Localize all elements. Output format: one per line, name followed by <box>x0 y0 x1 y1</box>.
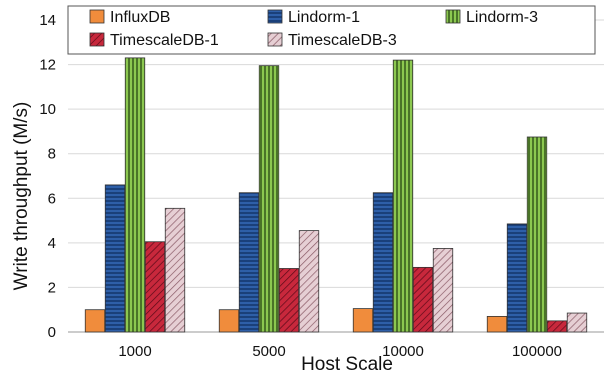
bar-lindorm-1-5000 <box>238 192 260 333</box>
x-tick-label: 1000 <box>118 343 151 360</box>
y-tick-label: 14 <box>39 12 56 29</box>
y-tick-label: 4 <box>48 235 56 252</box>
bar-timescaledb-3-1000 <box>164 207 186 333</box>
legend-label: TimescaleDB-1 <box>110 32 219 49</box>
bar-influxdb-10000 <box>352 308 374 333</box>
y-tick-label: 10 <box>39 101 56 118</box>
legend-label: Lindorm-3 <box>466 9 538 26</box>
legend-label: TimescaleDB-3 <box>288 32 397 49</box>
bar-lindorm-3-10000 <box>392 59 414 333</box>
legend-swatch <box>89 9 105 24</box>
bar-lindorm-3-1000 <box>124 57 146 333</box>
legend: InfluxDB Lindorm-1 Lindorm-3 TimescaleDB-1 T… <box>67 5 596 55</box>
bar-influxdb-100000 <box>486 315 508 333</box>
bar-timescaledb-1-5000 <box>278 268 300 333</box>
legend-swatch <box>267 9 283 24</box>
bar-influxdb-5000 <box>218 309 240 333</box>
legend-swatch <box>267 32 283 47</box>
y-axis-title: Write throughput (M/s) <box>11 102 32 291</box>
bar-timescaledb-1-1000 <box>144 241 166 333</box>
y-tick-label: 6 <box>48 190 56 207</box>
bar-lindorm-1-10000 <box>372 192 394 333</box>
x-tick-labels: 1000 5000 10000 100000 <box>118 343 562 360</box>
legend-label: InfluxDB <box>110 9 170 26</box>
x-tick-label: 5000 <box>252 343 285 360</box>
bar-lindorm-3-100000 <box>526 136 548 333</box>
y-tick-label: 12 <box>39 57 56 74</box>
bar-timescaledb-3-5000 <box>298 230 320 333</box>
bar-timescaledb-1-10000 <box>412 266 434 333</box>
legend-label: Lindorm-1 <box>288 9 360 26</box>
bars <box>84 57 588 333</box>
y-tick-label: 0 <box>48 324 56 341</box>
bar-timescaledb-1-100000 <box>546 320 568 333</box>
legend-swatch <box>89 32 105 47</box>
bar-lindorm-1-100000 <box>506 223 528 333</box>
y-tick-label: 2 <box>48 279 56 296</box>
bar-timescaledb-3-10000 <box>432 248 454 333</box>
x-tick-label: 100000 <box>512 343 562 360</box>
legend-swatch <box>445 9 461 24</box>
bar-influxdb-1000 <box>84 309 106 333</box>
bar-timescaledb-3-100000 <box>566 312 588 333</box>
x-axis-title: Host Scale <box>301 354 393 375</box>
legend-frame <box>67 5 596 55</box>
x-tick-label: 10000 <box>382 343 424 360</box>
y-tick-label: 8 <box>48 146 56 163</box>
bar-lindorm-1-1000 <box>104 184 126 333</box>
y-tick-labels: 0 2 4 6 8 10 12 14 <box>39 12 56 341</box>
bar-lindorm-3-5000 <box>258 65 280 333</box>
